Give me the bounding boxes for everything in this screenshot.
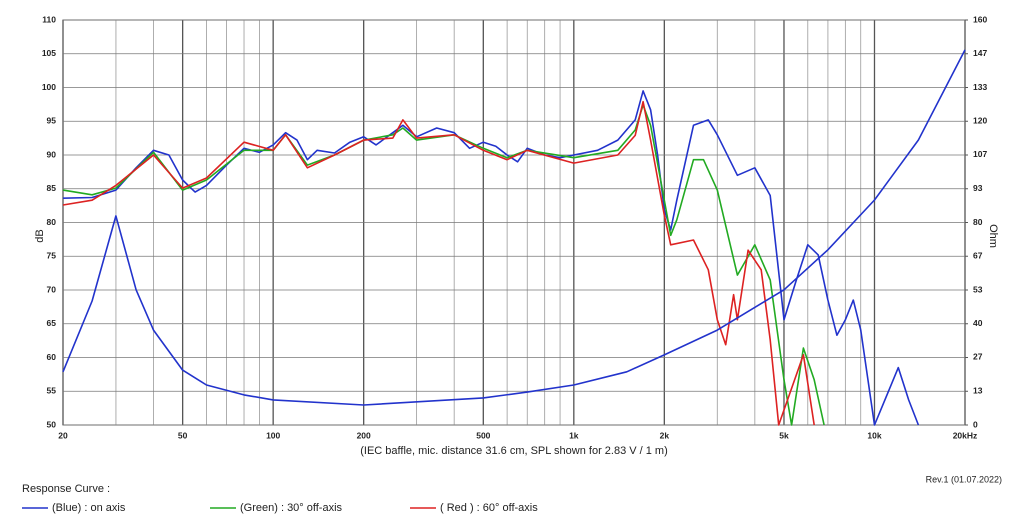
y-tick-label: 90: [47, 149, 57, 159]
y2-axis-label: Ohm: [987, 224, 999, 248]
x-tick-label: 20kHz: [953, 430, 978, 440]
y-tick-label: 60: [47, 352, 57, 362]
y-tick-label: 80: [47, 217, 57, 227]
x-tick-label: 2k: [660, 430, 670, 440]
y-tick-label: 55: [47, 386, 57, 396]
x-tick-label: 200: [357, 430, 371, 440]
revision: Rev.1 (01.07.2022): [926, 474, 1002, 484]
x-tick-label: 50: [178, 430, 188, 440]
y2-tick-label: 13: [973, 386, 983, 396]
y-tick-label: 70: [47, 284, 57, 294]
y2-tick-label: 160: [973, 14, 987, 24]
y-tick-label: 65: [47, 318, 57, 328]
series-line: [62, 49, 966, 406]
y2-tick-label: 80: [973, 217, 983, 227]
y-tick-label: 95: [47, 116, 57, 126]
y-tick-label: 75: [47, 251, 57, 261]
x-tick-label: 10k: [867, 430, 881, 440]
y-axis-label: dB: [34, 229, 46, 242]
y2-tick-label: 53: [973, 284, 983, 294]
y2-tick-label: 120: [973, 116, 987, 126]
caption: (IEC baffle, mic. distance 31.6 cm, SPL …: [360, 445, 668, 457]
legend-label: (Blue) : on axis: [52, 502, 126, 514]
y2-tick-label: 147: [973, 48, 987, 58]
y-tick-label: 105: [42, 48, 56, 58]
x-tick-label: 5k: [779, 430, 789, 440]
legend-label: ( Red ) : 60° off-axis: [440, 502, 538, 514]
legend-label: (Green) : 30° off-axis: [240, 502, 343, 514]
series-line: [62, 100, 815, 426]
y2-tick-label: 93: [973, 183, 983, 193]
y2-tick-label: 0: [973, 419, 978, 429]
y2-tick-label: 40: [973, 318, 983, 328]
x-tick-label: 1k: [569, 430, 579, 440]
y2-tick-label: 107: [973, 149, 987, 159]
y2-tick-label: 67: [973, 250, 983, 260]
y-tick-label: 110: [42, 14, 56, 24]
y-tick-label: 50: [47, 419, 57, 429]
x-tick-label: 500: [476, 430, 490, 440]
x-tick-label: 100: [266, 430, 280, 440]
y2-tick-label: 133: [973, 82, 987, 92]
y-tick-label: 100: [42, 82, 56, 92]
x-tick-label: 20: [58, 430, 68, 440]
legend-title: Response Curve :: [22, 483, 110, 495]
y-tick-label: 85: [47, 183, 57, 193]
series-line: [62, 104, 825, 426]
y2-tick-label: 27: [973, 352, 983, 362]
